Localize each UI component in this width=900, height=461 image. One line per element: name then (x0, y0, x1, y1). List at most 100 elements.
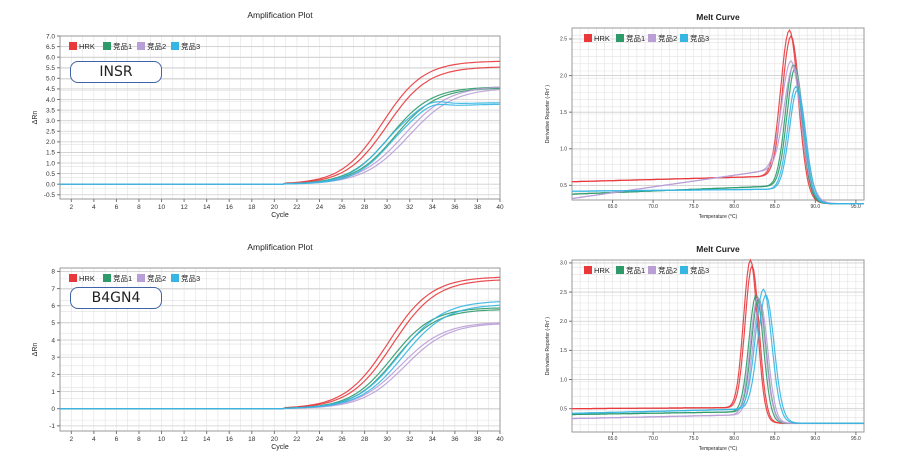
series-line-竞品2 (60, 323, 501, 410)
x-tick-label: 6 (115, 436, 119, 443)
x-axis-label: Cycle (271, 444, 289, 451)
x-tick-label: 8 (137, 204, 141, 211)
x-tick-label: 36 (451, 204, 459, 211)
y-axis-label: Derivative Reporter (-Rn' ) (545, 85, 551, 144)
legend-label: 竞品3 (690, 33, 709, 43)
y-tick-label: 2.0 (560, 73, 567, 79)
x-tick-label: 90.0 (810, 436, 820, 442)
legend-label: 竞品1 (626, 265, 645, 275)
y-tick-label: 4.0 (46, 97, 55, 104)
x-tick-label: 65.0 (608, 204, 618, 210)
x-tick-label: 95.0 (851, 204, 861, 210)
y-tick-label: 7.0 (46, 33, 55, 40)
legend-label: HRK (594, 34, 610, 43)
y-tick-label: 0.5 (560, 406, 567, 412)
x-tick-label: 14 (203, 436, 211, 443)
legend-swatch (171, 42, 179, 50)
x-tick-label: 34 (429, 204, 437, 211)
x-tick-label: 8 (137, 436, 141, 443)
x-tick-label: 80.0 (729, 204, 739, 210)
legend-label: 竞品2 (147, 273, 166, 283)
x-tick-label: 28 (361, 204, 369, 211)
chart-title: Amplification Plot (247, 242, 313, 252)
y-axis-label: ΔRn (32, 343, 39, 357)
y-tick-label: 1 (51, 389, 55, 396)
legend-swatch (69, 42, 77, 50)
y-tick-label: 2.5 (560, 37, 567, 43)
legend-label: HRK (79, 274, 95, 283)
series-group (572, 258, 864, 424)
x-tick-label: 26 (338, 204, 346, 211)
x-tick-label: 95.0 (851, 436, 861, 442)
legend-swatch (680, 266, 688, 274)
x-tick-label: 38 (474, 436, 482, 443)
y-tick-label: 0.5 (46, 171, 55, 178)
legend-swatch (103, 274, 111, 282)
x-tick-label: 28 (361, 436, 369, 443)
x-tick-label: 16 (226, 436, 234, 443)
legend-swatch (616, 34, 624, 42)
series-group (60, 60, 501, 185)
y-tick-label: 3.0 (560, 261, 567, 267)
legend: HRK 竞品1 竞品2 竞品3 (69, 273, 200, 283)
series-line-竞品2 (60, 86, 501, 185)
gene-label-insr: INSR (70, 61, 162, 83)
y-tick-label: 1.5 (560, 348, 567, 354)
x-tick-label: 80.0 (729, 436, 739, 442)
y-tick-label: 6 (51, 303, 55, 310)
x-tick-label: 90.0 (810, 204, 820, 210)
legend-swatch (648, 266, 656, 274)
legend-label: 竞品3 (181, 273, 200, 283)
x-tick-label: 26 (338, 436, 346, 443)
series-line-竞品3 (60, 101, 500, 185)
x-tick-label: 38 (474, 204, 482, 211)
x-tick-label: 18 (248, 436, 256, 443)
grid (571, 259, 865, 433)
y-tick-label: 1.0 (560, 377, 567, 383)
y-tick-label: 3.0 (46, 118, 55, 125)
y-axis-label: Derivative Reporter (-Rn' ) (545, 317, 551, 376)
x-axis-label: Temperature (°C) (699, 446, 738, 452)
y-tick-label: 1.5 (560, 110, 567, 116)
chart-title: Melt Curve (696, 244, 740, 254)
y-tick-label: 2.5 (46, 129, 55, 136)
x-tick-label: 40 (496, 436, 504, 443)
y-tick-label: 1.5 (46, 150, 55, 157)
legend: HRK 竞品1 竞品2 竞品3 (584, 33, 709, 43)
x-tick-label: 14 (203, 204, 211, 211)
legend-swatch (584, 266, 592, 274)
x-tick-label: 75.0 (689, 204, 699, 210)
x-tick-label: 24 (316, 436, 324, 443)
x-tick-label: 6 (115, 204, 119, 211)
x-tick-label: 30 (384, 436, 392, 443)
legend-swatch (171, 274, 179, 282)
x-tick-label: 10 (158, 436, 166, 443)
series-line-竞品3 (60, 103, 501, 185)
legend-label: 竞品2 (658, 33, 677, 43)
legend-swatch (648, 34, 656, 42)
x-tick-label: 70.0 (648, 204, 658, 210)
plot-frame (571, 259, 865, 433)
legend-label: 竞品1 (113, 41, 132, 51)
y-tick-label: 6.0 (46, 54, 55, 61)
legend-label: HRK (79, 42, 95, 51)
x-tick-label: 12 (180, 204, 188, 211)
series-group (571, 29, 864, 205)
x-tick-label: 36 (451, 436, 459, 443)
plot-frame (571, 27, 865, 201)
y-tick-label: -0.5 (44, 192, 56, 199)
x-tick-label: 22 (293, 436, 301, 443)
series-line-竞品3 (572, 88, 864, 205)
chart-title: Melt Curve (696, 12, 740, 22)
y-tick-label: 1.0 (560, 147, 567, 153)
y-tick-label: 7 (51, 286, 55, 293)
series-line-竞品3 (60, 304, 501, 410)
x-tick-label: 2 (69, 436, 73, 443)
melt-curve-b4gn4-svg: Melt Curve 65.0 70.0 75.0 80.0 85.0 90.0 95.0 0.… (545, 244, 865, 452)
melt-curve-insr: Melt Curve 65.0 70.0 75.0 80.0 85.0 90.0 95.0 0.… (540, 6, 870, 224)
legend-label: 竞品2 (147, 41, 166, 51)
y-tick-label: 2.5 (560, 290, 567, 296)
legend-label: 竞品3 (690, 265, 709, 275)
